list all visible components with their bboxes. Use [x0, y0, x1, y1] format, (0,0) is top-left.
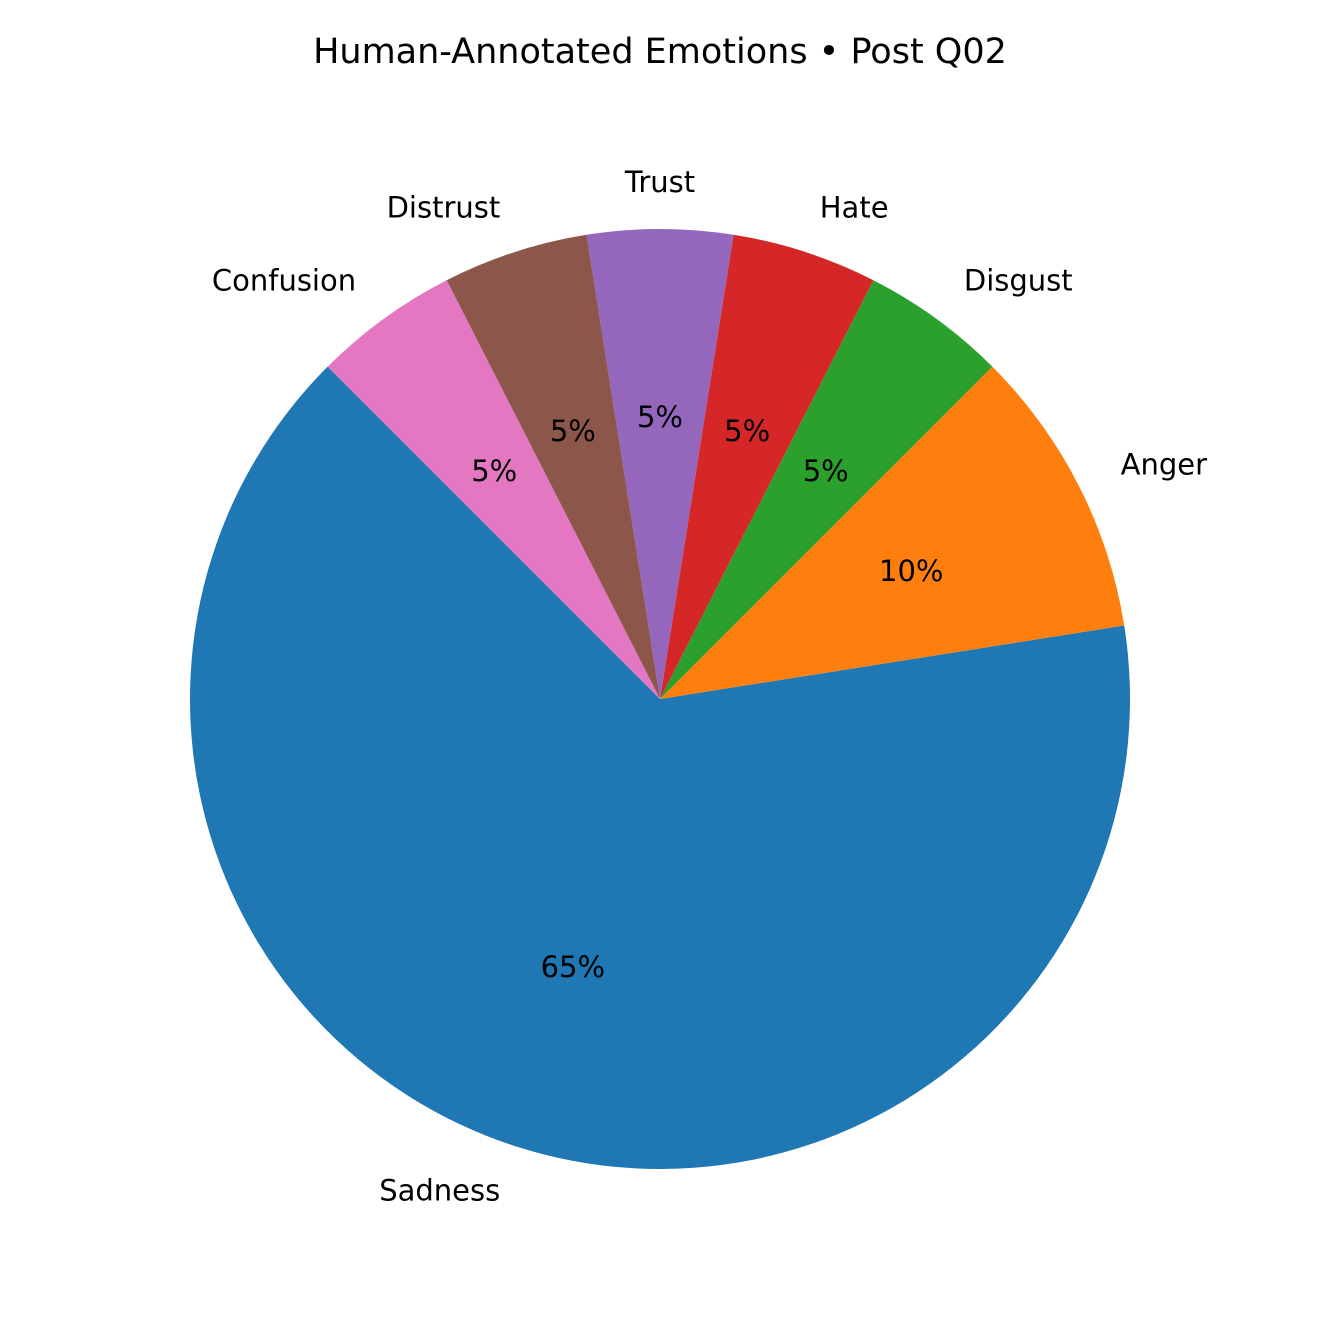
- slice-label-hate: Hate: [820, 190, 889, 224]
- slice-label-trust: Trust: [624, 165, 695, 199]
- pct-label-anger: 10%: [879, 554, 943, 588]
- pie-slice-anger: [660, 366, 1125, 699]
- pct-label-distrust: 5%: [550, 414, 596, 448]
- slice-label-sadness: Sadness: [379, 1174, 500, 1208]
- slice-label-confusion: Confusion: [212, 264, 356, 298]
- pie-slice-disgust: [660, 280, 993, 699]
- pct-label-trust: 5%: [637, 400, 683, 434]
- pct-label-sadness: 65%: [541, 950, 605, 984]
- pie-slice-trust: [586, 229, 734, 700]
- pie-slice-hate: [660, 234, 874, 699]
- pct-label-confusion: 5%: [471, 454, 517, 488]
- pie-slice-sadness: [189, 366, 1130, 1170]
- chart-title: Human-Annotated Emotions • Post Q02: [313, 32, 1007, 72]
- pie-slice-distrust: [446, 234, 660, 699]
- slice-label-distrust: Distrust: [387, 190, 501, 224]
- pct-label-hate: 5%: [724, 414, 770, 448]
- pie-labels: Sadness 65% Anger 10% Disgust 5% Hate 5% Trust 5%…: [212, 165, 1207, 1208]
- pie-slice-confusion: [327, 280, 660, 699]
- pie-slices: [189, 229, 1130, 1170]
- slice-label-anger: Anger: [1121, 447, 1207, 481]
- pct-label-disgust: 5%: [803, 454, 849, 488]
- slice-label-disgust: Disgust: [964, 264, 1073, 298]
